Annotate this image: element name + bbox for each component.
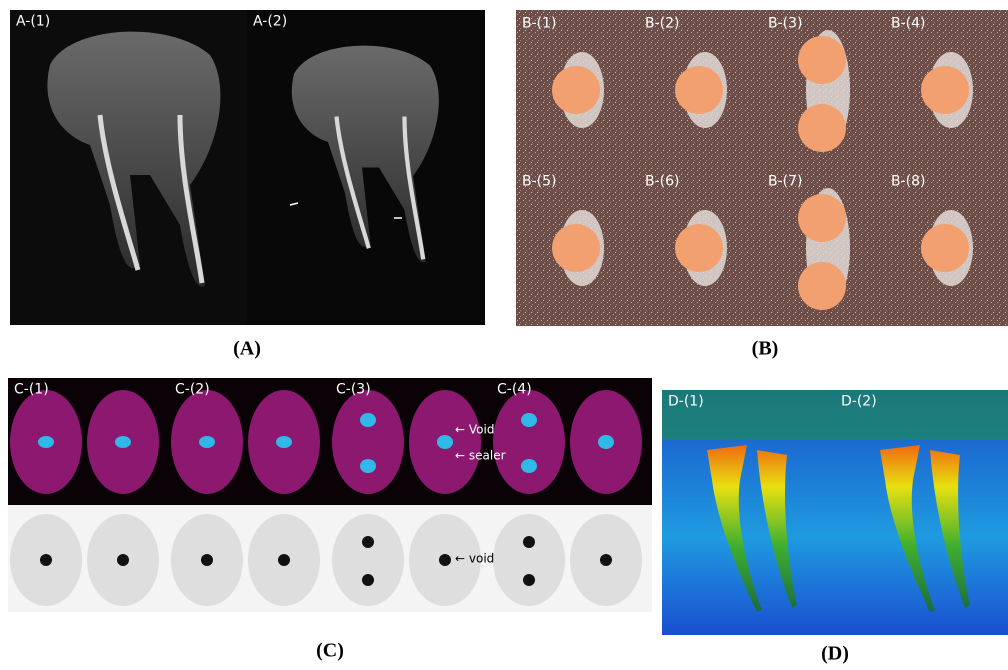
panel-label: D-(1): [668, 394, 704, 410]
filling: [115, 436, 131, 448]
filling: [521, 459, 537, 473]
filling-grey: [362, 536, 374, 548]
filling: [521, 413, 537, 427]
filling-grey: [523, 574, 535, 586]
panel-label: B-(7): [768, 174, 803, 190]
filling-grey: [439, 554, 451, 566]
panel-label: B-(3): [768, 16, 803, 32]
filling: [798, 194, 846, 242]
filling: [360, 413, 376, 427]
panel-label: B-(8): [891, 174, 926, 190]
filling-grey: [117, 554, 129, 566]
filling: [675, 66, 723, 114]
filling: [598, 435, 614, 449]
panel-label: B-(5): [522, 174, 557, 190]
panel-label: B-(1): [522, 16, 557, 32]
filling: [675, 224, 723, 272]
annotation: ← void: [455, 552, 494, 566]
page: {"panels": [ {"caption": "(A)", "labels"…: [0, 0, 1008, 670]
filling: [921, 66, 969, 114]
filling: [360, 459, 376, 473]
annotation: ← sealer: [455, 449, 506, 463]
filling: [199, 436, 215, 448]
panel-label: C-(3): [336, 382, 371, 398]
filling: [921, 224, 969, 272]
panel-label: C-(4): [497, 382, 532, 398]
root-section-grey: [493, 514, 565, 606]
caption: (B): [752, 338, 779, 360]
filling: [798, 36, 846, 84]
filling-grey: [201, 554, 213, 566]
panel-label: B-(6): [645, 174, 680, 190]
figure: A-(1) A-(2) (A) B-(1) B-(2) B-(3) B-(4) B-(5) B-…: [0, 0, 1008, 670]
panel-label: A-(1): [16, 14, 50, 30]
filling-grey: [523, 536, 535, 548]
filling: [437, 435, 453, 449]
root-section: [493, 390, 565, 494]
filling: [798, 104, 846, 152]
panel-label: A-(2): [253, 14, 287, 30]
filling-grey: [40, 554, 52, 566]
filling-grey: [600, 554, 612, 566]
caption: (D): [821, 643, 849, 665]
panel-label: B-(2): [645, 16, 680, 32]
root-section: [332, 390, 404, 494]
panel-label: B-(4): [891, 16, 926, 32]
panel-label: C-(1): [14, 382, 49, 398]
caption: (A): [233, 338, 261, 360]
filling: [552, 66, 600, 114]
caption: (C): [316, 640, 344, 662]
filling-grey: [278, 554, 290, 566]
filling: [276, 436, 292, 448]
filling-grey: [362, 574, 374, 586]
filling: [552, 224, 600, 272]
root-section-grey: [332, 514, 404, 606]
panel-label: D-(2): [841, 394, 877, 410]
filling: [798, 262, 846, 310]
panel-label: C-(2): [175, 382, 210, 398]
annotation: ← Void: [455, 423, 494, 437]
filling: [38, 436, 54, 448]
